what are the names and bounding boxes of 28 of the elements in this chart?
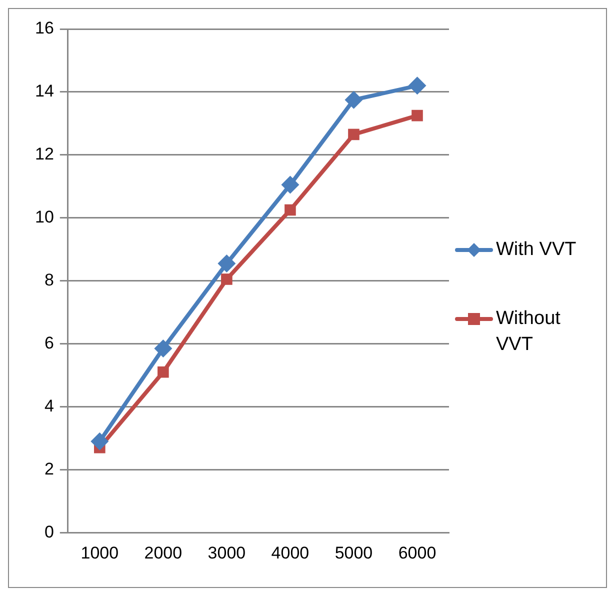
y-tick-label: 6 [44,333,54,352]
point [284,204,296,216]
y-tick-label: 14 [34,82,54,101]
x-tick-label: 2000 [144,543,182,562]
point [412,110,423,122]
point [408,76,426,95]
x-tick-label: 5000 [334,543,373,562]
y-tick-label: 0 [44,522,54,542]
x-tick-label: 4000 [271,543,310,562]
point [281,176,300,194]
point [344,90,363,109]
legend-label: With VVT [496,238,578,262]
point [158,366,169,378]
point [90,432,109,450]
x-tick-label: 1000 [80,543,119,562]
y-tick-label: 10 [34,208,54,227]
y-tick-label: 16 [34,18,54,38]
y-tick-label: 2 [44,459,54,478]
y-tick-label: 8 [44,270,54,290]
y-tick-label: 12 [34,144,54,164]
point [221,274,232,285]
y-tick-label: 4 [44,396,54,416]
point [218,254,236,272]
point [154,339,172,358]
x-tick-label: 6000 [398,543,436,562]
legend-label: Without VVT [496,307,562,357]
x-tick-label: 3000 [208,543,246,562]
point [348,128,360,140]
